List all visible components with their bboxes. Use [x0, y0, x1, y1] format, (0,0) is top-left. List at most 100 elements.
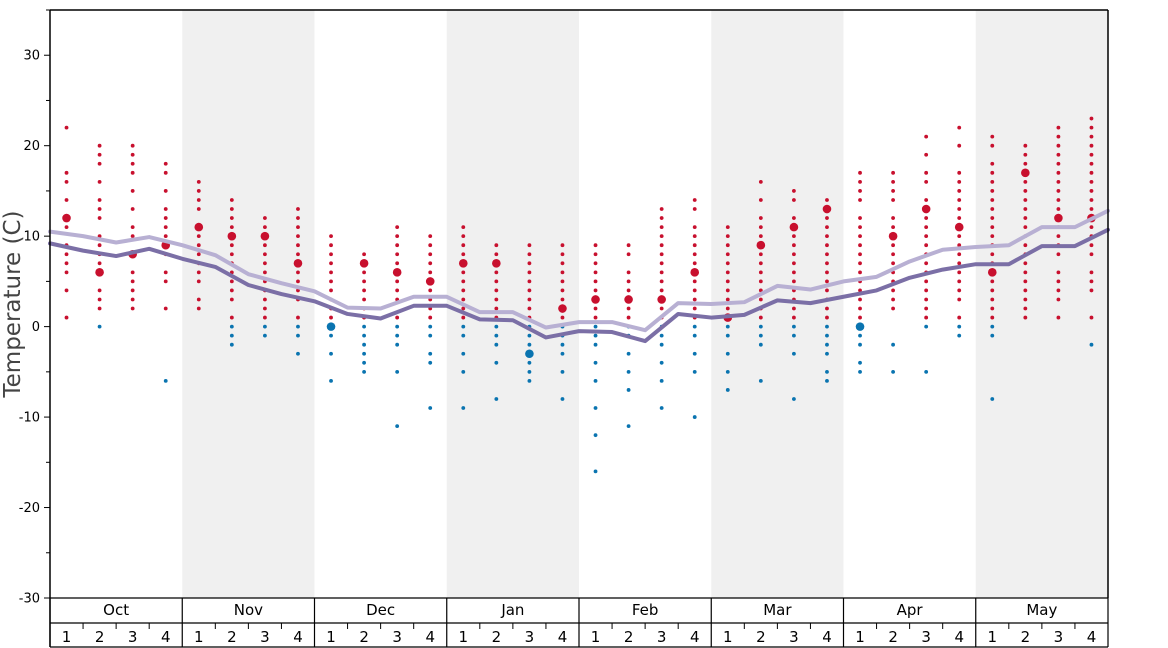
temperature-dot: [527, 360, 532, 365]
temperature-dot: [130, 234, 135, 239]
temperature-dot: [990, 143, 995, 148]
temperature-dot: [428, 252, 433, 257]
temperature-dot: [990, 333, 995, 338]
y-tick-label: -10: [19, 411, 40, 426]
month-shade-nov: [182, 10, 315, 598]
temperature-dot: [1021, 168, 1030, 178]
temperature-dot: [792, 324, 796, 329]
temperature-dot: [1089, 243, 1094, 248]
temperature-dot: [659, 261, 664, 266]
temperature-dot: [725, 225, 730, 230]
temperature-dot: [64, 261, 69, 266]
temperature-dot: [921, 204, 931, 214]
temperature-dot: [692, 306, 697, 311]
temperature-dot: [990, 324, 995, 329]
temperature-dot: [329, 243, 333, 248]
temperature-dot: [64, 270, 69, 275]
temperature-dot: [725, 252, 730, 257]
temperature-dot: [659, 306, 664, 311]
temperature-dot: [395, 243, 400, 248]
temperature-dot: [428, 351, 433, 356]
temperature-dot: [163, 378, 168, 383]
temperature-dot: [825, 288, 829, 293]
temperature-dot: [1023, 243, 1028, 248]
temperature-dot: [229, 288, 234, 293]
temperature-dot: [163, 279, 168, 284]
temperature-dot: [692, 333, 697, 338]
temperature-dot: [1089, 270, 1094, 275]
temperature-dot: [130, 279, 135, 284]
temperature-dot: [990, 134, 995, 139]
temperature-dot: [725, 369, 730, 374]
temperature-dot: [1089, 134, 1094, 139]
y-tick-label: 0: [32, 320, 40, 335]
temperature-dot: [494, 270, 499, 275]
week-label: 2: [492, 628, 502, 646]
temperature-dot: [1054, 213, 1063, 223]
temperature-dot: [1089, 252, 1094, 257]
temperature-dot: [461, 406, 466, 410]
temperature-dot: [924, 216, 929, 220]
temperature-dot: [97, 198, 102, 202]
temperature-dot: [263, 216, 267, 220]
temperature-dot: [163, 234, 168, 239]
temperature-dot: [792, 243, 796, 248]
temperature-dot: [725, 297, 730, 302]
temperature-dot: [196, 179, 201, 184]
temperature-dot: [329, 288, 333, 293]
temperature-dot: [924, 152, 929, 157]
temperature-dot: [560, 342, 565, 347]
temperature-dot: [692, 198, 697, 202]
temperature-dot: [858, 225, 862, 230]
week-label: 4: [161, 628, 171, 646]
temperature-dot: [395, 324, 400, 329]
temperature-dot: [858, 198, 862, 202]
temperature-dot: [957, 252, 962, 257]
temperature-dot: [825, 306, 829, 311]
temperature-dot: [196, 198, 201, 202]
month-label-may: May: [1026, 601, 1057, 619]
temperature-dot: [494, 288, 499, 293]
temperature-dot: [362, 342, 366, 347]
temperature-dot: [494, 297, 499, 302]
temperature-dot: [990, 315, 995, 320]
temperature-dot: [725, 306, 730, 311]
temperature-dot: [130, 189, 135, 193]
week-label: 2: [95, 628, 105, 646]
temperature-dot: [593, 378, 598, 383]
temperature-dot: [64, 125, 69, 130]
month-shade-may: [975, 10, 1108, 598]
y-tick-label: 10: [23, 230, 40, 245]
temperature-dot: [1056, 161, 1061, 166]
temperature-dot: [1089, 198, 1094, 202]
temperature-dot: [326, 322, 336, 331]
temperature-dot: [296, 324, 300, 329]
temperature-dot: [163, 270, 168, 275]
week-label: 4: [954, 628, 964, 646]
temperature-dot: [1056, 189, 1061, 193]
temperature-dot: [130, 288, 135, 293]
temperature-dot: [990, 216, 995, 220]
temperature-dot: [1056, 198, 1061, 202]
week-label: 3: [657, 628, 667, 646]
temperature-dot: [196, 207, 201, 211]
temperature-dot: [593, 252, 598, 257]
week-label: 2: [359, 628, 369, 646]
temperature-dot: [692, 225, 697, 230]
temperature-dot: [296, 333, 300, 338]
temperature-dot: [362, 360, 366, 365]
temperature-dot: [560, 315, 565, 320]
temperature-dot: [792, 279, 796, 284]
temperature-dot: [196, 252, 201, 257]
temperature-dot: [560, 270, 565, 275]
temperature-dot: [792, 270, 796, 275]
temperature-dot: [461, 243, 466, 248]
temperature-dot: [97, 234, 102, 239]
temperature-dot: [1056, 170, 1061, 175]
temperature-dot: [825, 342, 829, 347]
temperature-dot: [1023, 207, 1028, 211]
temperature-dot: [758, 179, 763, 184]
temperature-dot: [229, 252, 234, 257]
temperature-dot: [593, 333, 598, 338]
temperature-dot: [293, 258, 303, 268]
